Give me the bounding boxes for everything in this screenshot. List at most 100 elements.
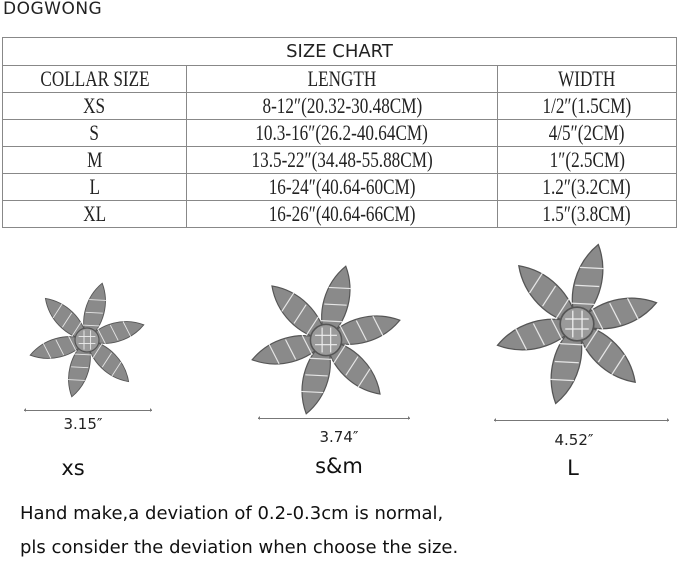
plaid-stripe: [67, 379, 85, 381]
size-label-xs: xs: [61, 456, 85, 480]
cell-size: XL: [83, 201, 106, 226]
plaid-stripe: [71, 366, 89, 369]
table-header-row: COLLAR SIZE LENGTH WIDTH: [2, 65, 677, 93]
button-center: [559, 306, 595, 342]
cell-width: 1.5″(3.8CM): [542, 201, 632, 226]
plaid-stripe: [319, 320, 343, 323]
plaid-stripe: [55, 339, 65, 356]
plaid-stripe: [559, 343, 584, 346]
plaid-stripe: [609, 302, 622, 325]
plaid-stripe: [597, 341, 612, 363]
plaid-stripe: [101, 352, 112, 368]
plaid-stripe: [355, 320, 368, 341]
petal: [29, 336, 88, 359]
diameter-xs: 3.15″: [63, 415, 103, 433]
plaid-stripe: [305, 316, 319, 336]
plaid-stripe: [300, 390, 324, 394]
plaid-stripe: [305, 374, 328, 377]
cell-length: 16-26″(40.64-66CM): [268, 201, 416, 226]
header-width: WIDTH: [497, 65, 677, 93]
cell-size: M: [86, 147, 103, 172]
plaid-stripe: [52, 303, 63, 319]
flower-l-image: [496, 243, 658, 405]
measure-line-xs: [24, 408, 152, 412]
plaid-stripe: [281, 292, 295, 312]
measure-line-l: [494, 418, 669, 422]
header-length: LENGTH: [186, 65, 498, 93]
cell-size: XS: [83, 93, 106, 118]
plaid-stripe: [82, 324, 100, 327]
table-row: S 10.3-16″(26.2-40.64CM) 4/5″(2CM): [2, 119, 677, 147]
plaid-stripe: [584, 328, 599, 350]
petal: [86, 321, 145, 344]
header-collar-size: COLLAR SIZE: [2, 65, 187, 93]
plaid-stripe: [549, 378, 575, 382]
size-chart-table: SIZE CHART COLLAR SIZE LENGTH WIDTH XS 8-…: [2, 37, 677, 228]
plaid-stripe: [109, 324, 119, 341]
cell-length: 10.3-16″(26.2-40.64CM): [255, 120, 429, 145]
plaid-stripe: [550, 318, 563, 341]
flower-sm-image: [251, 265, 401, 415]
plaid-stripe: [284, 339, 297, 360]
plaid-stripe: [328, 286, 352, 290]
plaid-stripe: [71, 321, 82, 337]
note-line-2: pls consider the deviation when choose t…: [20, 537, 459, 558]
plaid-stripe: [339, 324, 351, 346]
plaid-stripe: [626, 298, 640, 320]
plaid-stripe: [74, 353, 92, 356]
cell-length: 13.5-22″(34.48-55.88CM): [251, 147, 433, 172]
measure-line-sm: [258, 416, 410, 420]
plaid-stripe: [528, 272, 544, 294]
plaid-stripe: [111, 361, 122, 377]
table-row: M 13.5-22″(34.48-55.88CM) 1″(2.5CM): [2, 146, 677, 174]
cell-length: 8-12″(20.32-30.48CM): [262, 93, 422, 118]
plaid-stripe: [372, 315, 384, 337]
cell-width: 1.2″(3.2CM): [542, 174, 632, 199]
size-label-l: L: [567, 456, 579, 480]
plaid-stripe: [85, 311, 103, 314]
plaid-stripe: [532, 323, 545, 346]
plaid-stripe: [92, 343, 103, 359]
size-chart-title: SIZE CHART: [2, 37, 677, 66]
plaid-stripe: [42, 342, 52, 359]
table-row: XL 16-26″(40.64-66CM) 1.5″(3.8CM): [2, 200, 677, 228]
brand-logo: DOGWONG: [3, 0, 103, 19]
size-label-sm: s&m: [315, 454, 363, 478]
petal: [496, 318, 579, 351]
plaid-stripe: [575, 284, 600, 288]
cell-length: 16-24″(40.64-60CM): [268, 174, 416, 199]
plaid-stripe: [293, 304, 307, 324]
petal: [251, 335, 327, 365]
table-row: XS 8-12″(20.32-30.48CM) 1/2″(1.5CM): [2, 92, 677, 120]
table-row: L 16-24″(40.64-60CM) 1.2″(3.2CM): [2, 173, 677, 201]
plaid-stripe: [570, 302, 595, 305]
plaid-stripe: [122, 321, 132, 338]
petal: [325, 315, 401, 345]
button-center: [309, 323, 343, 357]
plaid-stripe: [309, 357, 333, 360]
plaid-stripe: [357, 368, 371, 388]
plaid-stripe: [97, 328, 106, 344]
cell-width: 4/5″(2CM): [549, 120, 625, 145]
plaid-stripe: [68, 336, 77, 352]
cell-size: L: [89, 174, 100, 199]
plaid-stripe: [324, 303, 347, 306]
note-line-1: Hand make,a deviation of 0.2-0.3cm is no…: [20, 503, 444, 524]
plaid-stripe: [345, 356, 359, 376]
cell-size: S: [89, 120, 100, 145]
plaid-stripe: [514, 328, 528, 350]
plaid-stripe: [268, 343, 280, 365]
diameter-sm: 3.74″: [319, 428, 359, 446]
plaid-stripe: [591, 307, 604, 330]
petal: [575, 297, 658, 330]
diameter-l: 4.52″: [554, 431, 594, 449]
plaid-stripe: [333, 344, 347, 364]
plaid-stripe: [89, 299, 107, 301]
cell-width: 1″(2.5CM): [549, 147, 625, 172]
plaid-stripe: [554, 360, 579, 364]
plaid-stripe: [301, 334, 313, 356]
plaid-stripe: [542, 285, 557, 307]
plaid-stripe: [579, 266, 605, 270]
plaid-stripe: [62, 312, 73, 328]
plaid-stripe: [610, 354, 626, 376]
